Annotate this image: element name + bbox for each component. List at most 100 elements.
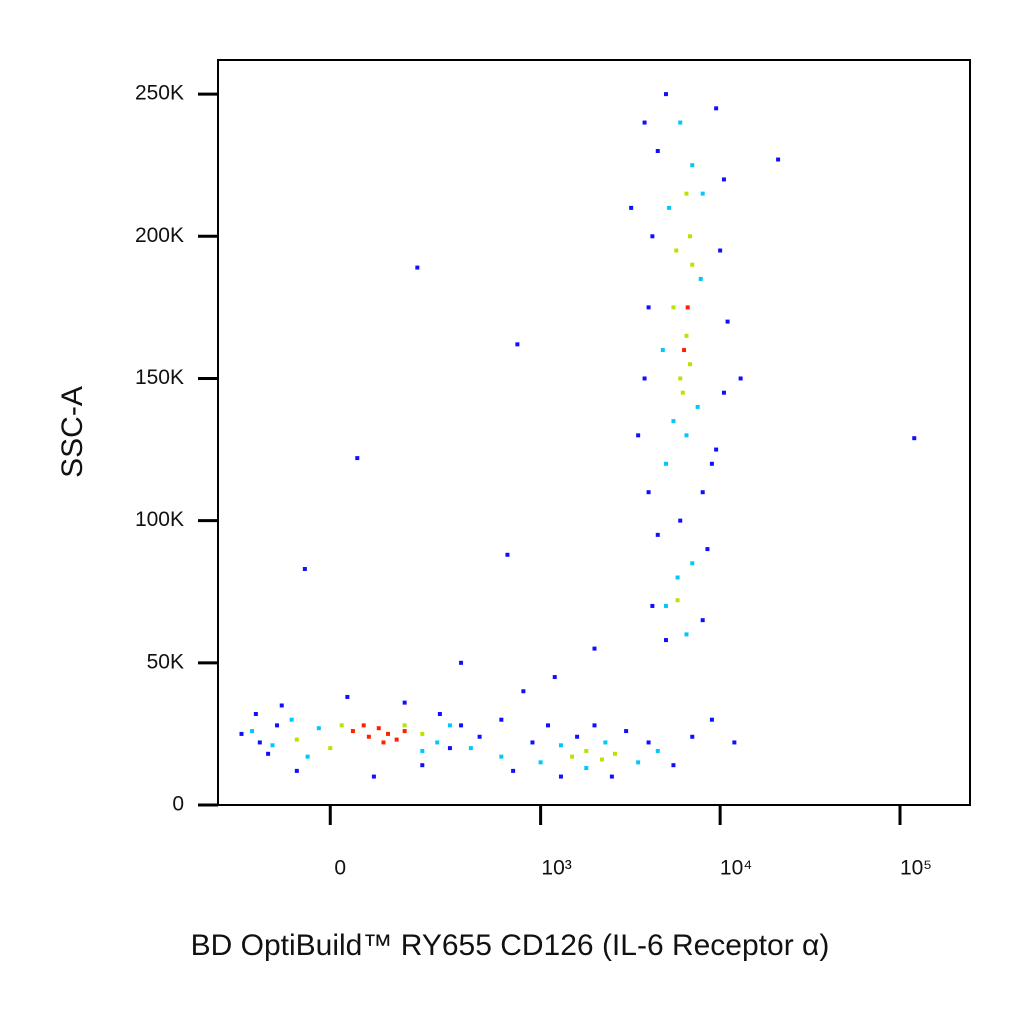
x-tick-label: 0 [334, 857, 346, 880]
data-point [570, 754, 575, 759]
data-point [505, 552, 510, 557]
y-tick-label: 50K [147, 650, 184, 673]
data-point [678, 376, 683, 381]
data-point [714, 447, 719, 452]
data-point [624, 729, 629, 734]
data-point [603, 740, 608, 745]
data-point [646, 305, 651, 310]
data-point [690, 561, 695, 566]
data-point [682, 348, 687, 353]
data-point [437, 712, 442, 717]
data-point [558, 774, 563, 779]
data-point [250, 729, 255, 734]
data-point [253, 712, 258, 717]
data-point [663, 92, 668, 97]
data-point [642, 376, 647, 381]
data-point [339, 723, 344, 728]
data-point [660, 348, 665, 353]
data-point [650, 234, 655, 239]
data-point [671, 419, 676, 424]
data-point [239, 731, 244, 736]
data-point [671, 305, 676, 310]
data-point [629, 205, 634, 210]
data-point [275, 723, 280, 728]
data-point [459, 660, 464, 665]
x-tick-label: 10⁵ [900, 857, 932, 880]
x-tick-label: 10³ [541, 857, 571, 880]
data-point [655, 532, 660, 537]
data-point [289, 717, 294, 722]
plot-frame [217, 59, 971, 806]
data-point [515, 342, 520, 347]
data-point [738, 376, 743, 381]
data-point [545, 723, 550, 728]
data-point [636, 760, 641, 765]
data-point [294, 768, 299, 773]
data-point [675, 575, 680, 580]
data-point [355, 456, 360, 461]
data-point [599, 757, 604, 762]
data-point [266, 751, 271, 756]
data-point [447, 723, 452, 728]
y-tick-label: 200K [135, 224, 184, 247]
data-point [655, 748, 660, 753]
data-point [499, 717, 504, 722]
data-point [361, 723, 366, 728]
data-point [371, 774, 376, 779]
data-point [552, 675, 557, 680]
x-tick-label: 10⁴ [720, 857, 752, 880]
data-point [684, 433, 689, 438]
data-point [415, 265, 420, 270]
x-axis-title: BD OptiBuild™ RY655 CD126 (IL-6 Receptor… [191, 929, 830, 962]
data-point [612, 751, 617, 756]
data-point [725, 319, 730, 324]
data-point [584, 766, 589, 771]
data-point [592, 646, 597, 651]
data-point [671, 763, 676, 768]
data-point [294, 737, 299, 742]
data-point [718, 248, 723, 253]
data-point [646, 740, 651, 745]
data-point [394, 737, 399, 742]
data-point [776, 157, 781, 162]
y-axis-title: SSC-A [56, 386, 89, 478]
data-point [714, 106, 719, 111]
data-point [328, 746, 333, 751]
data-point [721, 177, 726, 182]
data-point [642, 120, 647, 125]
data-point [521, 689, 526, 694]
data-point [684, 632, 689, 637]
data-point [316, 726, 321, 731]
data-point [420, 731, 425, 736]
data-point [511, 768, 516, 773]
data-point [584, 748, 589, 753]
y-tick-label: 0 [172, 793, 184, 816]
data-point [690, 262, 695, 267]
data-point [447, 746, 452, 751]
data-point [912, 436, 917, 441]
data-point [279, 703, 284, 708]
data-point [690, 163, 695, 168]
data-point [499, 754, 504, 759]
data-point [468, 746, 473, 751]
data-point [678, 120, 683, 125]
data-point [381, 740, 386, 745]
data-point [302, 566, 307, 571]
y-tick-label: 100K [135, 508, 184, 531]
data-point [674, 248, 679, 253]
y-tick-label: 250K [135, 82, 184, 105]
data-point [530, 740, 535, 745]
data-point [376, 726, 381, 731]
data-point [402, 700, 407, 705]
data-point [663, 638, 668, 643]
data-point [684, 191, 689, 196]
y-tick-label: 150K [135, 366, 184, 389]
data-point [685, 305, 690, 310]
data-point [698, 276, 703, 281]
data-point [650, 603, 655, 608]
data-point [721, 390, 726, 395]
data-point [700, 618, 705, 623]
data-point [477, 734, 482, 739]
data-point [435, 740, 440, 745]
